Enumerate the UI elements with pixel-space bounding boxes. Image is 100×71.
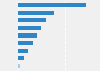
- Bar: [18, 26, 41, 30]
- Bar: [18, 64, 20, 68]
- Bar: [18, 41, 33, 45]
- Bar: [18, 49, 28, 53]
- Bar: [18, 11, 54, 15]
- Bar: [18, 3, 86, 7]
- Bar: [18, 56, 24, 60]
- Bar: [18, 18, 46, 22]
- Bar: [18, 33, 37, 38]
